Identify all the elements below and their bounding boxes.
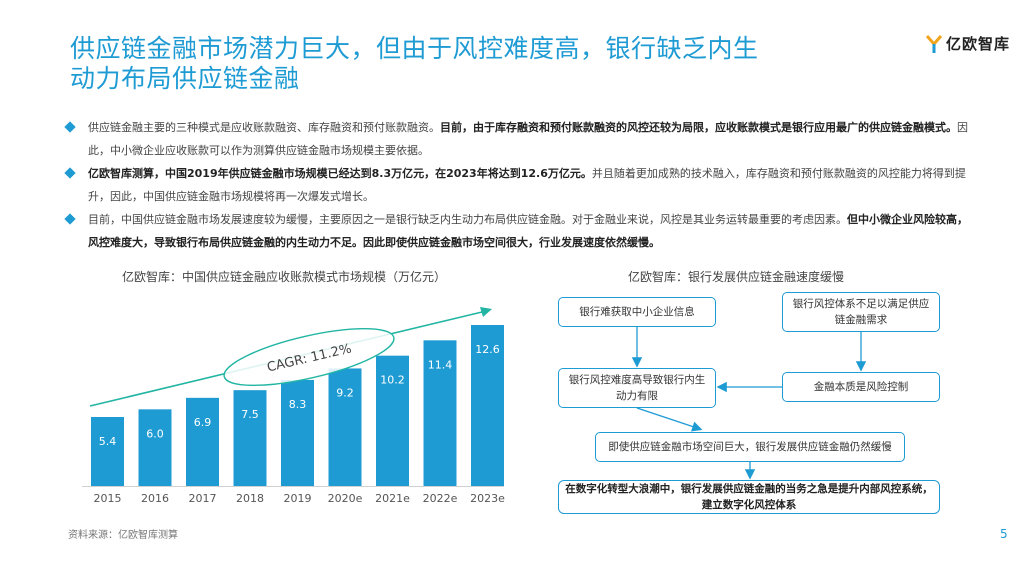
- tick-label-2022e: 2022e: [423, 492, 458, 505]
- flow-box-slow-development: 即使供应链金融市场空间巨大，银行发展供应链金融仍然缓慢: [595, 432, 905, 462]
- bullet-item: 亿欧智库测算，中国2019年供应链金融市场规模已经达到8.3万亿元，在2023年…: [62, 162, 977, 208]
- bar-2019: [281, 379, 314, 486]
- tick-label-2018: 2018: [236, 492, 264, 505]
- data-label-2017: 6.9: [194, 416, 212, 429]
- bar-2017: [186, 397, 219, 486]
- bullet-text: 目前，中国供应链金融市场发展速度较为缓慢，主要原因之一是银行缺乏内生动力布局供应…: [88, 213, 847, 226]
- bullet-list: 供应链金融主要的三种模式是应收账款融资、库存融资和预付账款融资。目前，由于库存融…: [62, 116, 977, 254]
- bullet-text: 因此，中小微企业应收账款可以作为测算供应链金融市场规模主要依据。: [88, 121, 968, 157]
- bullet-text: 供应链金融主要的三种模式是应收账款融资、库存融资和预付账款融资。: [88, 121, 440, 134]
- bullet-text: 并且随着更加成熟的技术融入，库存融资和预付账款融资的风控能力将得到提升，因此，中…: [88, 167, 966, 203]
- brand-logo: 亿欧智库: [926, 33, 1010, 54]
- bar-2015: [91, 417, 124, 486]
- cagr-ellipse: [223, 327, 395, 387]
- cagr-arrow-head: [480, 307, 492, 317]
- source-note: 资料来源：亿欧智库测算: [68, 530, 178, 541]
- flow-box-info: 银行难获取中小企业信息: [558, 297, 716, 327]
- data-label-2020e: 9.2: [336, 386, 354, 399]
- flow-box-risk-difficulty: 银行风控难度高导致银行内生动力有限: [558, 368, 716, 408]
- bullet-item: 供应链金融主要的三种模式是应收账款融资、库存融资和预付账款融资。目前，由于库存融…: [62, 116, 977, 162]
- page-title-line2: 动力布局供应链金融: [70, 64, 300, 93]
- data-label-2019: 8.3: [289, 398, 307, 411]
- bar-2022e: [423, 340, 457, 486]
- data-label-2015: 5.4: [99, 435, 117, 448]
- flow-title: 亿欧智库：银行发展供应链金融速度缓慢: [628, 270, 845, 284]
- bar-chart: 5.4 2015 6.0 2016 6.9 2017 7.5 2018 8.3 2019 9.2 20…: [82, 307, 505, 505]
- data-label-2021e: 10.2: [380, 374, 405, 387]
- data-label-2022e: 11.4: [428, 358, 453, 371]
- bullet-bold-text: 目前，由于库存融资和预付账款融资的风控还较为局限，应收账款模式是银行应用最广的供…: [440, 121, 957, 134]
- arrow-difficulty-to-slow: [636, 407, 703, 432]
- flow-box-finance-nature: 金融本质是风险控制: [782, 372, 940, 402]
- tick-label-2020e: 2020e: [328, 492, 363, 505]
- bar-2018: [233, 390, 267, 486]
- data-label-2016: 6.0: [146, 427, 164, 440]
- tick-label-2017: 2017: [189, 492, 217, 505]
- tick-label-2019: 2019: [284, 492, 312, 505]
- page-title: 供应链金融市场潜力巨大，但由于风控难度高，银行缺乏内生 动力布局供应链金融: [70, 34, 830, 94]
- bullet-item: 目前，中国供应链金融市场发展速度较为缓慢，主要原因之一是银行缺乏内生动力布局供应…: [62, 208, 977, 254]
- logo-text: 亿欧智库: [946, 35, 1011, 53]
- bar-2016: [138, 409, 172, 486]
- tick-label-2021e: 2021e: [375, 492, 410, 505]
- tick-label-2023e: 2023e: [470, 492, 505, 505]
- data-label-2018: 7.5: [241, 408, 259, 421]
- chart-title: 亿欧智库：中国供应链金融应收账款模式市场规模（万亿元）: [122, 270, 447, 284]
- flow-box-conclusion: 在数字化转型大浪潮中，银行发展供应链金融的当务之急是提升内部风控系统，建立数字化…: [558, 480, 940, 514]
- logo-y-icon: [926, 34, 942, 53]
- bar-2021e: [376, 355, 409, 486]
- tick-label-2016: 2016: [141, 492, 169, 505]
- bar-2020e: [328, 368, 362, 486]
- bullet-bold-text: 但中小微企业风险较高，风控难度大，导致银行布局供应链金融的内生动力不足。因此即使…: [88, 213, 968, 249]
- bar-2023e: [471, 325, 504, 486]
- page-number: 5: [1000, 527, 1008, 541]
- bullet-bold-text: 亿欧智库测算，中国2019年供应链金融市场规模已经达到8.3万亿元，在2023年…: [88, 167, 592, 180]
- data-label-2023e: 12.6: [475, 343, 500, 356]
- page-title-line1: 供应链金融市场潜力巨大，但由于风控难度高，银行缺乏内生: [70, 34, 759, 63]
- flow-box-risk-system: 银行风控体系不足以满足供应链金融需求: [782, 292, 940, 332]
- tick-label-2015: 2015: [94, 492, 122, 505]
